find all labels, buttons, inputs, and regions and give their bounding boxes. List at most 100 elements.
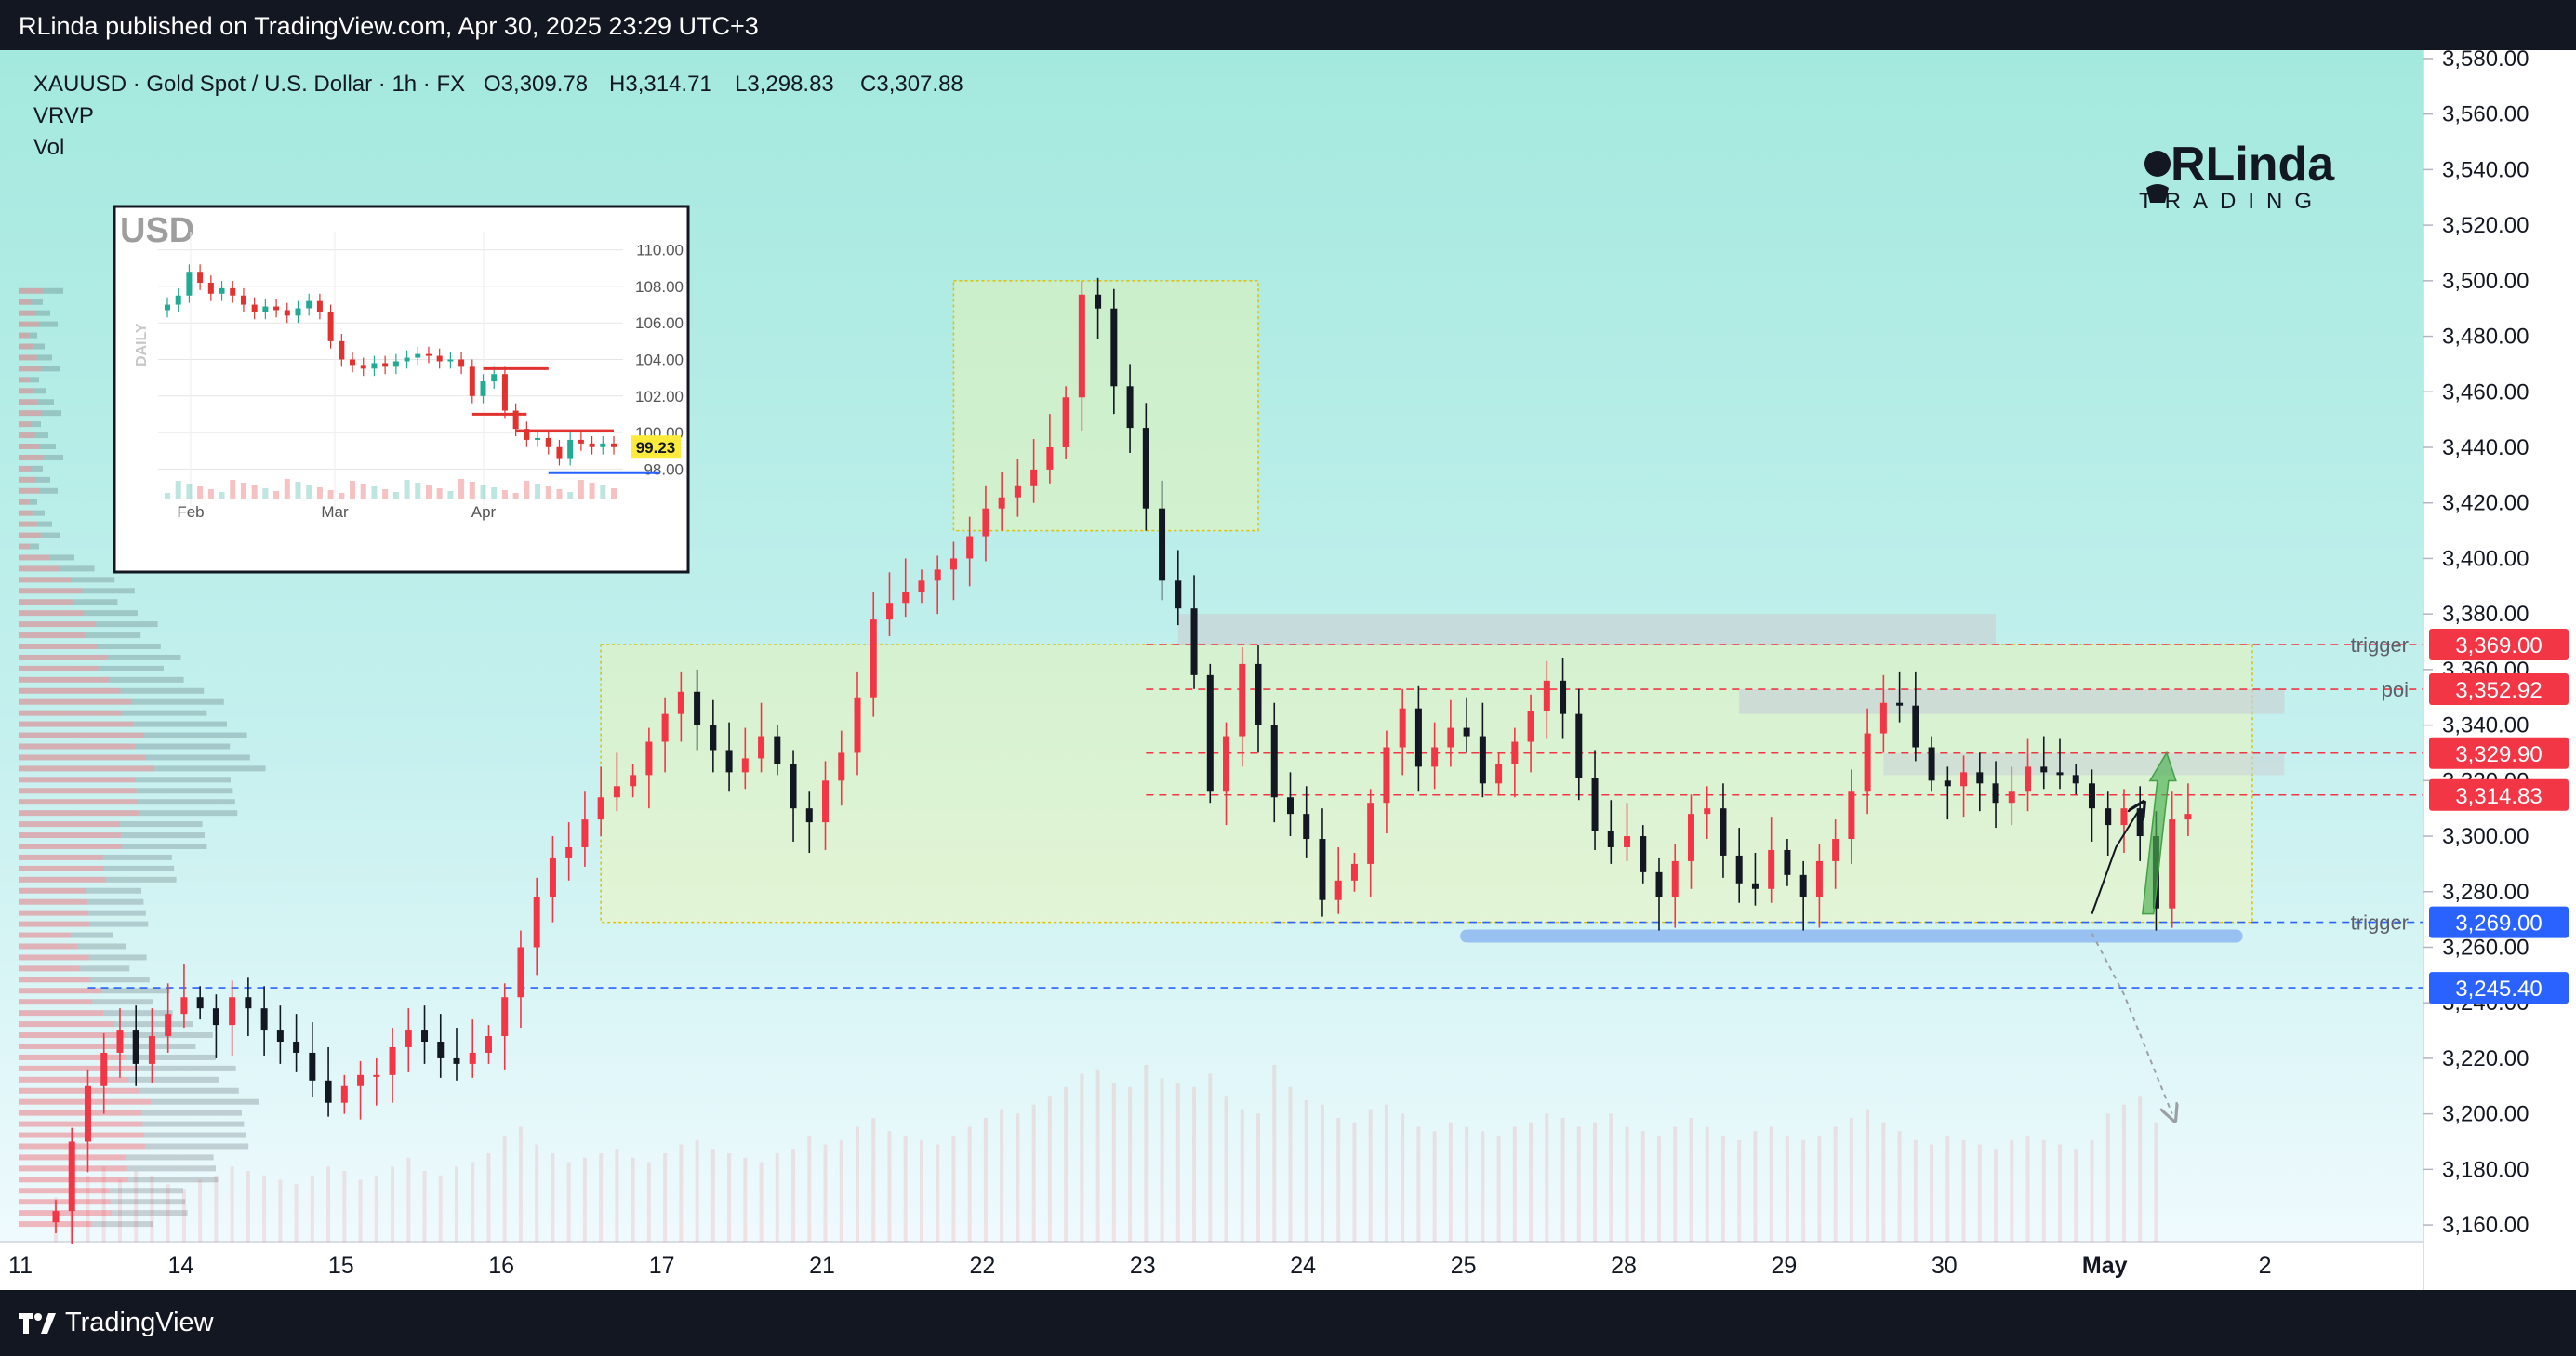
vrvp-bin-down (103, 865, 175, 871)
volume-bar (775, 1153, 779, 1242)
vrvp-bin-down (131, 698, 224, 705)
vrvp-bin-up (19, 487, 41, 494)
price-chart[interactable]: trigger poi trigger 3,580.00 3,560.00 3,540.… (0, 50, 2576, 1290)
candle-body (1896, 702, 1904, 706)
inset-volume-bar (611, 488, 617, 499)
y-tick-label: 3,420.00 (2442, 491, 2529, 516)
candle-body (1399, 708, 1406, 748)
volume-bar (2010, 1139, 2014, 1242)
vrvp-bin-down (145, 754, 250, 761)
volume-bar (422, 1171, 427, 1242)
volume-bar (1401, 1113, 1405, 1242)
candle-body (2088, 783, 2095, 809)
volume-bar (887, 1131, 892, 1242)
candle-body (1815, 860, 1823, 897)
volume-bar (117, 1179, 122, 1242)
vrvp-bin-up (19, 1010, 104, 1017)
vrvp-bin-up (19, 1132, 144, 1138)
candle-body (949, 558, 957, 570)
tradingview-brand[interactable]: TradingView (19, 1308, 214, 1338)
candle-body (165, 1014, 172, 1037)
volume-bar (1448, 1122, 1453, 1242)
volume-bar (1240, 1109, 1244, 1242)
vrvp-bin-up (19, 1110, 141, 1116)
x-tick-label: 2 (2259, 1253, 2272, 1279)
y-tick-label: 3,480.00 (2442, 325, 2529, 350)
vrvp-bin-up (19, 343, 33, 350)
vrvp-bin-down (39, 444, 56, 449)
brand-footer: TradingView (0, 1290, 2576, 1356)
candle-body (1078, 294, 1085, 398)
vrvp-bin-up (19, 377, 31, 383)
inset-frame (113, 205, 690, 574)
vrvp-bin-down (30, 543, 39, 550)
x-tick-label: May (2082, 1253, 2128, 1279)
inset-volume-bar (219, 492, 225, 499)
candle-body (325, 1080, 332, 1103)
volume-bar (2025, 1136, 2030, 1242)
indicator-vol-label[interactable]: Vol (33, 135, 64, 160)
vrvp-bin-down (126, 1054, 216, 1060)
inset-volume-bar (251, 485, 258, 499)
y-tick-label: 3,560.00 (2442, 102, 2529, 127)
candle-body (1960, 772, 1968, 787)
time-axis[interactable]: 11 14 15 16 17 21 22 23 24 25 28 29 30 May 2 (8, 1253, 2272, 1279)
volume-bar (1833, 1126, 1838, 1242)
vrvp-bin-up (19, 465, 33, 472)
inset-volume-bar (469, 482, 475, 499)
inset-candle-body (230, 287, 236, 296)
inset-candle-body (404, 357, 410, 362)
candle-body (1014, 485, 1021, 498)
inset-candle-body (392, 361, 399, 367)
vrvp-bin-down (113, 1021, 193, 1028)
inset-volume-bar (165, 493, 170, 499)
candle-body (2184, 814, 2192, 820)
indicator-vrvp-label[interactable]: VRVP (33, 103, 94, 128)
inset-volume-bar (589, 483, 595, 499)
level-trigger-label: trigger (2351, 633, 2409, 657)
vrvp-bin-down (31, 421, 41, 428)
inset-volume-bar (458, 479, 465, 499)
symbol-label[interactable]: XAUUSD · Gold Spot / U.S. Dollar · 1h · … (33, 72, 465, 97)
inset-candle-body (371, 363, 378, 369)
inset-candle-body (415, 353, 421, 358)
vrvp-bin-up (19, 554, 49, 561)
inset-volume-bar (295, 482, 301, 499)
vrvp-bin-down (110, 1199, 186, 1205)
volume-bar (1737, 1139, 1742, 1242)
volume-bar (1657, 1136, 1661, 1242)
candle-body (982, 508, 989, 537)
volume-bar (1256, 1113, 1260, 1242)
vrvp-bin-down (115, 1043, 196, 1049)
volume-bar (1432, 1131, 1437, 1242)
vrvp-bin-up (19, 1121, 143, 1127)
volume-bar (1496, 1136, 1501, 1242)
volume-bar (1545, 1113, 1549, 1242)
vrvp-bin-down (84, 610, 138, 617)
inset-candle-body (491, 374, 498, 382)
inset-volume-bar (600, 485, 606, 499)
volume-bar (727, 1153, 732, 1242)
x-tick-label: 17 (649, 1253, 675, 1279)
vrvp-bin-up (19, 321, 41, 327)
inset-tick-label: 98.00 (644, 460, 684, 478)
volume-bar (455, 1166, 458, 1242)
candle-body (1640, 836, 1647, 872)
candle-body (2056, 772, 2064, 776)
inset-tick-label: 102.00 (635, 388, 684, 405)
volume-bar (1144, 1065, 1149, 1242)
vrvp-bin-down (33, 510, 45, 516)
candle-body (2105, 808, 2112, 826)
vrvp-bin-down (73, 599, 118, 605)
volume-bar (1977, 1144, 1982, 1242)
candle-body (68, 1141, 75, 1212)
candle-body (1255, 663, 1262, 725)
volume-bar (2058, 1144, 2062, 1242)
inset-volume-bar (436, 488, 443, 499)
volume-bar (1481, 1131, 1485, 1242)
vrvp-bin-up (19, 332, 29, 339)
inset-volume-bar (556, 489, 563, 499)
volume-bar (166, 1184, 170, 1242)
price-tag (2429, 737, 2569, 769)
volume-bar (1753, 1131, 1758, 1242)
